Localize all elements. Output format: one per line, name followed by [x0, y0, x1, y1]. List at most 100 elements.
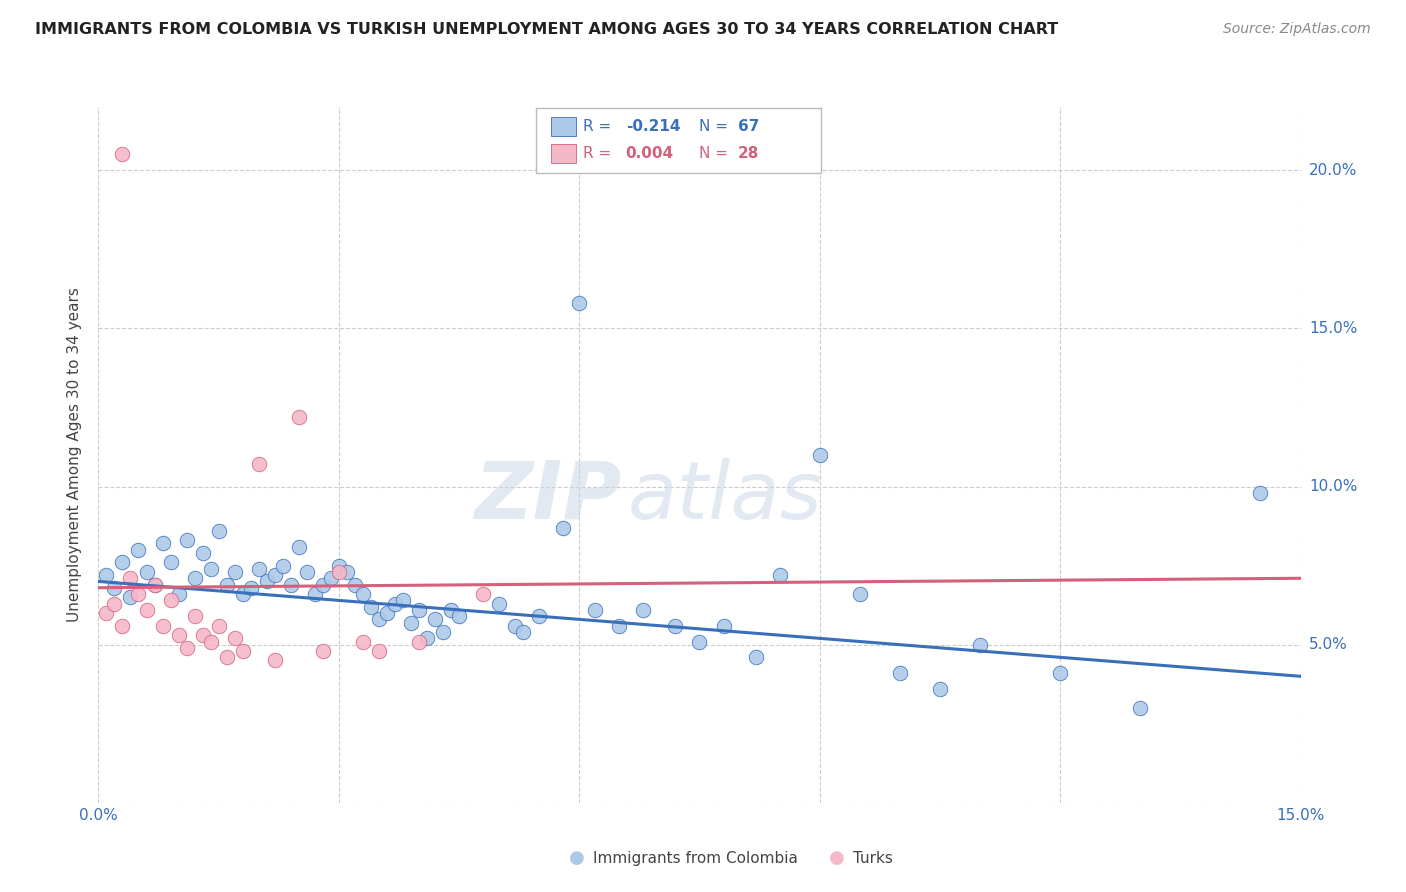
Point: [304, 587, 326, 601]
Point: [312, 644, 335, 658]
Point: [768, 568, 790, 582]
Point: [232, 644, 254, 658]
Point: [143, 577, 166, 591]
Point: [529, 609, 551, 624]
Point: [256, 574, 278, 589]
Point: [609, 618, 631, 632]
Text: Source: ZipAtlas.com: Source: ZipAtlas.com: [1223, 22, 1371, 37]
Point: [183, 609, 205, 624]
Text: atlas: atlas: [627, 458, 823, 536]
Point: [167, 587, 190, 601]
Text: 10.0%: 10.0%: [1309, 479, 1357, 494]
Point: [183, 571, 205, 585]
Text: N =: N =: [699, 146, 733, 161]
Point: [111, 147, 134, 161]
Text: -0.214: -0.214: [626, 120, 681, 134]
Point: [224, 565, 246, 579]
Point: [215, 577, 238, 591]
Point: [392, 593, 415, 607]
Text: ●: ●: [828, 849, 845, 867]
Point: [200, 562, 222, 576]
Point: [808, 448, 831, 462]
Point: [488, 597, 510, 611]
Point: [336, 565, 359, 579]
Point: [352, 587, 374, 601]
Point: [247, 562, 270, 576]
Text: 15.0%: 15.0%: [1309, 321, 1357, 336]
Text: 0.004: 0.004: [626, 146, 673, 161]
Point: [1250, 486, 1272, 500]
Point: [200, 634, 222, 648]
Point: [167, 628, 190, 642]
Text: R =: R =: [583, 120, 617, 134]
Point: [368, 612, 391, 626]
Point: [152, 536, 174, 550]
Point: [232, 587, 254, 601]
Point: [159, 593, 181, 607]
Y-axis label: Unemployment Among Ages 30 to 34 years: Unemployment Among Ages 30 to 34 years: [67, 287, 83, 623]
Point: [208, 618, 231, 632]
Point: [319, 571, 342, 585]
Point: [120, 571, 142, 585]
Point: [416, 632, 439, 646]
Point: [96, 568, 118, 582]
Text: ZIP: ZIP: [474, 458, 621, 536]
Text: IMMIGRANTS FROM COLOMBIA VS TURKISH UNEMPLOYMENT AMONG AGES 30 TO 34 YEARS CORRE: IMMIGRANTS FROM COLOMBIA VS TURKISH UNEM…: [35, 22, 1059, 37]
Point: [176, 533, 198, 548]
Point: [929, 681, 952, 696]
Point: [744, 650, 766, 665]
Point: [447, 609, 470, 624]
Point: [271, 558, 294, 573]
Point: [423, 612, 446, 626]
Point: [239, 581, 262, 595]
Text: 5.0%: 5.0%: [1309, 637, 1347, 652]
Point: [312, 577, 335, 591]
Point: [408, 603, 430, 617]
Point: [512, 625, 534, 640]
Point: [263, 568, 285, 582]
Point: [713, 618, 735, 632]
Point: [295, 565, 318, 579]
Point: [328, 558, 350, 573]
Point: [152, 618, 174, 632]
Point: [343, 577, 366, 591]
Point: [143, 577, 166, 591]
Point: [128, 587, 150, 601]
Point: [384, 597, 406, 611]
Point: [1049, 666, 1071, 681]
Point: [176, 640, 198, 655]
Point: [288, 540, 311, 554]
Point: [288, 409, 311, 424]
Text: ●: ●: [568, 849, 585, 867]
Point: [111, 618, 134, 632]
Point: [399, 615, 422, 630]
Point: [432, 625, 454, 640]
Text: N =: N =: [699, 120, 733, 134]
Text: Immigrants from Colombia: Immigrants from Colombia: [593, 851, 799, 865]
Point: [360, 599, 382, 614]
Point: [120, 591, 142, 605]
Point: [440, 603, 463, 617]
Point: [503, 618, 526, 632]
Text: 67: 67: [738, 120, 759, 134]
Point: [215, 650, 238, 665]
Point: [111, 556, 134, 570]
Point: [849, 587, 872, 601]
Point: [159, 556, 181, 570]
Point: [224, 632, 246, 646]
Point: [472, 587, 495, 601]
Point: [135, 565, 157, 579]
Text: 28: 28: [738, 146, 759, 161]
Point: [247, 458, 270, 472]
Point: [128, 542, 150, 557]
Point: [889, 666, 911, 681]
Text: 20.0%: 20.0%: [1309, 163, 1357, 178]
Point: [1129, 701, 1152, 715]
Point: [103, 581, 125, 595]
Point: [633, 603, 655, 617]
Point: [280, 577, 302, 591]
Point: [263, 653, 285, 667]
Point: [408, 634, 430, 648]
Point: [664, 618, 686, 632]
Point: [583, 603, 606, 617]
